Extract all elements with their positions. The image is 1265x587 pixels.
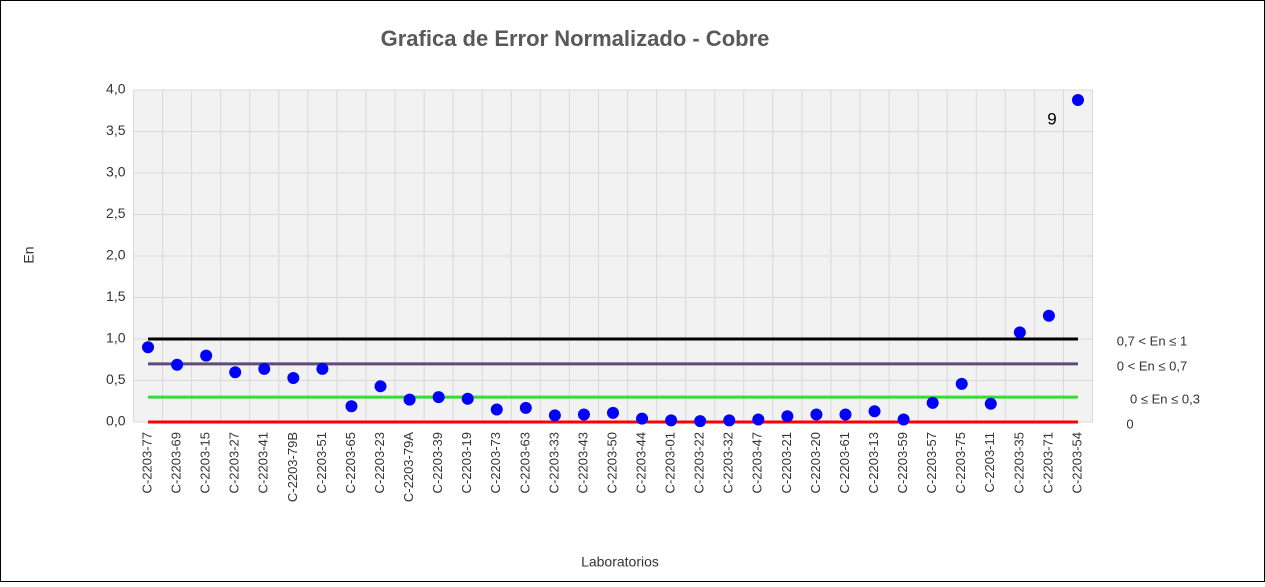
- x-tick-label: C-2203-44: [633, 432, 648, 493]
- chart-title: Grafica de Error Normalizado - Cobre: [381, 26, 770, 51]
- point: [316, 362, 329, 375]
- x-tick-label: C-2203-19: [459, 432, 474, 493]
- y-tick-label: 3,5: [106, 122, 126, 138]
- x-tick-label: C-2203-27: [227, 432, 242, 493]
- x-tick-label: C-2203-79B: [285, 432, 300, 502]
- y-tick-label: 1,5: [106, 288, 126, 304]
- reference-label: 0 ≤ En ≤ 0,3: [1130, 392, 1200, 407]
- point: [984, 397, 997, 410]
- y-tick-label: 0,0: [106, 413, 126, 429]
- point: [229, 366, 242, 379]
- point: [519, 401, 532, 414]
- point: [577, 408, 590, 421]
- point: [955, 377, 968, 390]
- x-tick-label: C-2203-63: [517, 432, 532, 493]
- point: [345, 400, 358, 413]
- point: [171, 358, 184, 371]
- point: [200, 349, 213, 362]
- x-tick-label: C-2203-65: [343, 432, 358, 493]
- point: [403, 393, 416, 406]
- x-tick-label: C-2203-15: [198, 432, 213, 493]
- point: [752, 413, 765, 426]
- x-tick-label: C-2203-54: [1069, 432, 1084, 493]
- y-tick-label: 2,5: [106, 205, 126, 221]
- point: [926, 396, 939, 409]
- point: [258, 362, 271, 375]
- annotation: 9: [1047, 109, 1056, 128]
- point: [810, 408, 823, 421]
- x-tick-label: C-2203-77: [139, 432, 154, 493]
- point: [839, 408, 852, 421]
- x-tick-label: C-2203-11: [982, 432, 997, 492]
- x-tick-label: C-2203-69: [169, 432, 184, 493]
- x-tick-label: C-2203-33: [546, 432, 561, 493]
- x-tick-label: C-2203-39: [430, 432, 445, 493]
- x-tick-label: C-2203-21: [779, 432, 794, 493]
- point: [897, 413, 910, 426]
- y-tick-label: 0,5: [106, 371, 126, 387]
- point: [461, 392, 474, 405]
- point: [142, 341, 155, 354]
- x-tick-label: C-2203-51: [314, 432, 329, 493]
- x-tick-label: C-2203-41: [256, 432, 271, 493]
- y-tick-label: 4,0: [106, 81, 126, 97]
- x-tick-label: C-2203-13: [866, 432, 881, 493]
- y-tick-label: 1,0: [106, 330, 126, 346]
- point: [694, 415, 707, 428]
- x-axis-title: Laboratorios: [581, 554, 659, 570]
- x-tick-label: C-2203-50: [604, 432, 619, 493]
- point: [548, 409, 561, 422]
- point: [1013, 326, 1026, 339]
- y-tick-label: 2,0: [106, 247, 126, 263]
- x-tick-label: C-2203-79A: [401, 432, 416, 502]
- point: [432, 391, 445, 404]
- x-tick-label: C-2203-57: [924, 432, 939, 493]
- reference-label: 0 < En ≤ 0,7: [1117, 358, 1187, 373]
- point: [868, 405, 881, 418]
- point: [490, 403, 503, 416]
- x-tick-label: C-2203-43: [575, 432, 590, 493]
- point: [374, 380, 387, 393]
- reference-label: 0: [1126, 416, 1133, 431]
- x-tick-label: C-2203-71: [1040, 432, 1055, 493]
- y-tick-label: 3,0: [106, 164, 126, 180]
- x-tick-label: C-2203-59: [895, 432, 910, 493]
- point: [607, 406, 619, 419]
- x-tick-label: C-2203-32: [721, 432, 736, 493]
- point: [287, 372, 300, 385]
- reference-label: 0,7 < En ≤ 1: [1117, 333, 1187, 348]
- point: [665, 414, 678, 427]
- point: [636, 412, 649, 425]
- point: [1071, 93, 1084, 106]
- x-tick-label: C-2203-47: [750, 432, 765, 493]
- x-tick-label: C-2203-61: [837, 432, 852, 493]
- x-tick-label: C-2203-20: [808, 432, 823, 493]
- x-tick-label: C-2203-22: [692, 432, 707, 493]
- y-axis-title: En: [21, 246, 37, 263]
- point: [1042, 309, 1055, 322]
- x-tick-label: C-2203-73: [488, 432, 503, 493]
- point: [781, 410, 794, 423]
- x-tick-label: C-2203-35: [1011, 432, 1026, 493]
- x-tick-label: C-2203-23: [372, 432, 387, 493]
- x-tick-label: C-2203-01: [663, 432, 678, 493]
- point: [723, 414, 736, 427]
- x-tick-label: C-2203-75: [953, 432, 968, 493]
